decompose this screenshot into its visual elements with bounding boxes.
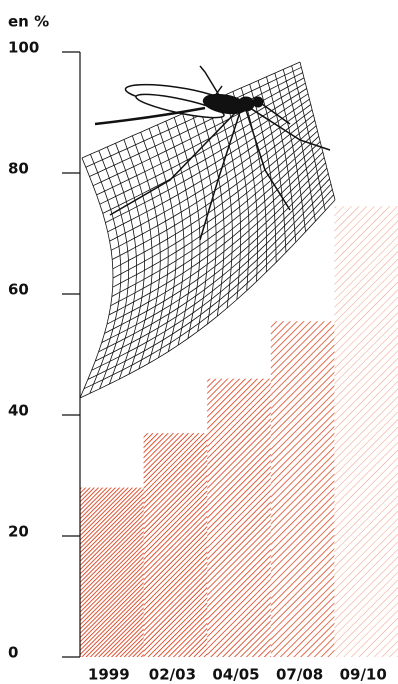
y-tick-label: 20 bbox=[8, 523, 29, 541]
net-line bbox=[190, 109, 217, 325]
net-line bbox=[104, 162, 326, 334]
y-axis-label: en % bbox=[8, 13, 49, 31]
bar bbox=[80, 487, 144, 657]
y-tick-label: 0 bbox=[8, 644, 18, 662]
net-line bbox=[95, 178, 330, 362]
net-line bbox=[199, 106, 225, 317]
net-line bbox=[89, 72, 303, 177]
net-line bbox=[98, 173, 329, 353]
net-line bbox=[291, 65, 326, 211]
net-line bbox=[108, 151, 324, 316]
y-tick-label: 60 bbox=[8, 281, 29, 299]
net-line bbox=[87, 189, 333, 380]
y-tick-label: 80 bbox=[8, 160, 29, 178]
x-tick-label: 1999 bbox=[88, 666, 130, 684]
net-line bbox=[106, 157, 325, 325]
net-line bbox=[110, 146, 322, 307]
net-line bbox=[232, 91, 258, 282]
net-line bbox=[282, 69, 316, 222]
net-line bbox=[111, 141, 321, 297]
x-tick-label: 09/10 bbox=[340, 666, 387, 684]
y-tick-label: 40 bbox=[8, 402, 29, 420]
net-line bbox=[240, 87, 267, 273]
net-line bbox=[215, 98, 242, 300]
net-line bbox=[257, 80, 287, 253]
net-line bbox=[207, 102, 233, 309]
y-tick-label: 100 bbox=[8, 39, 39, 57]
bar bbox=[207, 378, 271, 657]
net-line bbox=[224, 95, 250, 291]
net-line bbox=[266, 76, 297, 243]
net-line bbox=[83, 194, 334, 390]
x-tick-label: 02/03 bbox=[149, 666, 196, 684]
net-line bbox=[79, 199, 336, 399]
mosquito-illustration bbox=[94, 65, 331, 241]
bar bbox=[270, 321, 335, 657]
net-line bbox=[112, 136, 320, 288]
net-line bbox=[91, 183, 332, 371]
bar bbox=[334, 206, 398, 657]
net-line bbox=[299, 61, 336, 201]
bar bbox=[143, 433, 208, 657]
x-tick-label: 04/05 bbox=[212, 666, 259, 684]
net-line bbox=[112, 130, 318, 279]
net-line bbox=[274, 72, 306, 232]
x-tick-label: 07/08 bbox=[276, 666, 323, 684]
net-line bbox=[101, 167, 328, 343]
net-illustration bbox=[79, 61, 336, 399]
